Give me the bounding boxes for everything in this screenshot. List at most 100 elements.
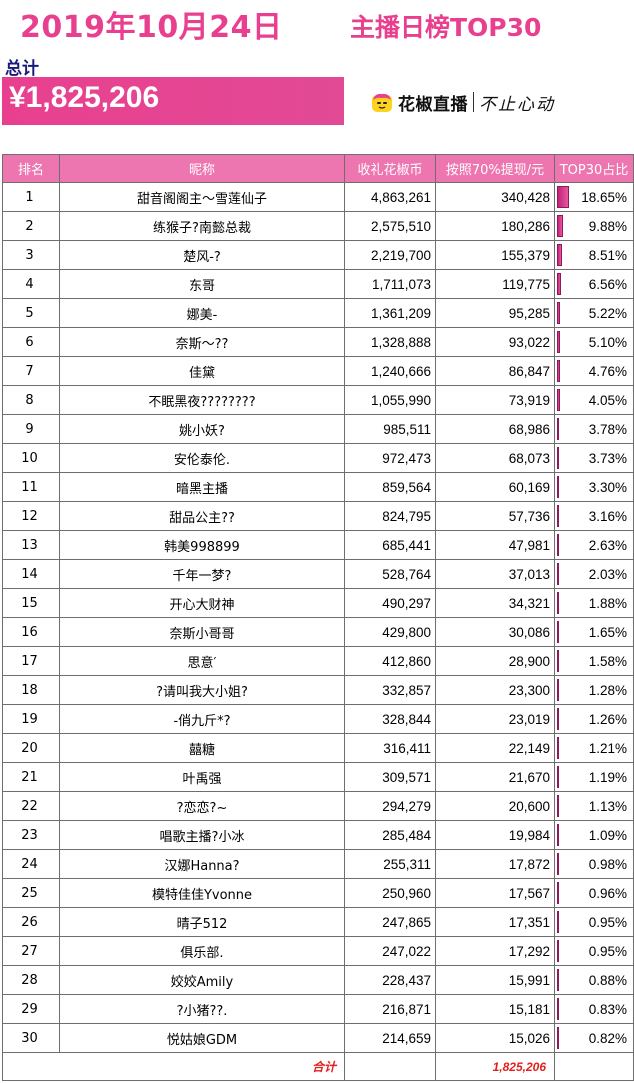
cell-coins: 528,764	[344, 559, 436, 589]
column-header-cash: 按照70%提现/元	[435, 154, 555, 183]
table-body: 1 甜音阁阁主～雪莲仙子 4,863,261 340,428 18.65% 2 练猴子?南懿…	[2, 182, 634, 1053]
cell-nickname: 开心大财神	[59, 588, 345, 618]
cell-nickname: 东哥	[59, 269, 345, 299]
cell-rank: 15	[2, 588, 60, 618]
page-subtitle: 主播日榜TOP30	[350, 13, 542, 42]
cell-nickname: 叶禹强	[59, 762, 345, 792]
cell-rank: 25	[2, 878, 60, 908]
table-row: 24 汉娜Hanna? 255,311 17,872 0.98%	[2, 849, 634, 879]
cell-nickname: 安伦泰伦.	[59, 443, 345, 473]
cell-share: 1.88%	[554, 588, 634, 618]
cell-cash: 180,286	[435, 211, 555, 241]
cell-cash: 15,026	[435, 1023, 555, 1053]
share-bar	[557, 795, 559, 817]
cell-rank: 30	[2, 1023, 60, 1053]
cell-cash: 17,567	[435, 878, 555, 908]
cell-share: 2.03%	[554, 559, 634, 589]
table-row: 17 思意′ 412,860 28,900 1.58%	[2, 646, 634, 676]
share-bar	[557, 940, 559, 962]
cell-nickname: 奈斯～??	[59, 327, 345, 357]
table-row: 29 ?小猪??. 216,871 15,181 0.83%	[2, 994, 634, 1024]
cell-share: 1.19%	[554, 762, 634, 792]
share-text: 1.21%	[588, 740, 627, 756]
share-text: 0.95%	[588, 914, 627, 930]
cell-rank: 27	[2, 936, 60, 966]
table-total-row: 合计 1,825,206	[2, 1052, 634, 1081]
cell-cash: 17,872	[435, 849, 555, 879]
cell-rank: 13	[2, 530, 60, 560]
share-text: 1.28%	[588, 682, 627, 698]
cell-cash: 93,022	[435, 327, 555, 357]
cell-rank: 20	[2, 733, 60, 763]
cell-share: 5.22%	[554, 298, 634, 328]
share-bar	[557, 650, 559, 672]
cell-nickname: 汉娜Hanna?	[59, 849, 345, 879]
cell-rank: 22	[2, 791, 60, 821]
cell-cash: 20,600	[435, 791, 555, 821]
cell-share: 3.78%	[554, 414, 634, 444]
cell-coins: 316,411	[344, 733, 436, 763]
table-row: 26 晴子512 247,865 17,351 0.95%	[2, 907, 634, 937]
share-text: 1.19%	[588, 769, 627, 785]
share-text: 2.63%	[588, 537, 627, 553]
brand-lockup: 花椒直播 不止心动	[371, 88, 555, 116]
share-bar	[557, 679, 559, 701]
cell-share: 1.26%	[554, 704, 634, 734]
cell-cash: 15,991	[435, 965, 555, 995]
table-row: 2 练猴子?南懿总裁 2,575,510 180,286 9.88%	[2, 211, 634, 241]
cell-share: 9.88%	[554, 211, 634, 241]
share-text: 3.30%	[588, 479, 627, 495]
cell-coins: 859,564	[344, 472, 436, 502]
cell-nickname: 甜品公主??	[59, 501, 345, 531]
cell-share: 1.58%	[554, 646, 634, 676]
total-value: ¥1,825,206	[9, 81, 160, 114]
cell-coins: 332,857	[344, 675, 436, 705]
cell-rank: 16	[2, 617, 60, 647]
page-title-date: 2019年10月24日	[20, 10, 283, 45]
cell-share: 0.82%	[554, 1023, 634, 1053]
table-total-value: 1,825,206	[435, 1052, 555, 1081]
total-label: 总计	[5, 59, 39, 79]
cell-nickname: 暗黑主播	[59, 472, 345, 502]
cell-nickname: -俏九斤*?	[59, 704, 345, 734]
table-row: 20 囍糖 316,411 22,149 1.21%	[2, 733, 634, 763]
cell-nickname: 囍糖	[59, 733, 345, 763]
cell-nickname: 佳黛	[59, 356, 345, 386]
cell-coins: 972,473	[344, 443, 436, 473]
cell-coins: 309,571	[344, 762, 436, 792]
cell-cash: 30,086	[435, 617, 555, 647]
cell-cash: 22,149	[435, 733, 555, 763]
cell-nickname: 练猴子?南懿总裁	[59, 211, 345, 241]
cell-share: 1.65%	[554, 617, 634, 647]
cell-coins: 824,795	[344, 501, 436, 531]
cell-nickname: 不眠黑夜????????	[59, 385, 345, 415]
cell-share: 0.98%	[554, 849, 634, 879]
cell-coins: 2,219,700	[344, 240, 436, 270]
table-total-label: 合计	[2, 1052, 345, 1081]
table-total-empty-share	[554, 1052, 634, 1081]
cell-share: 4.76%	[554, 356, 634, 386]
cell-share: 0.95%	[554, 907, 634, 937]
total-banner: ¥1,825,206	[2, 77, 344, 125]
cell-coins: 2,575,510	[344, 211, 436, 241]
table-row: 12 甜品公主?? 824,795 57,736 3.16%	[2, 501, 634, 531]
cell-rank: 12	[2, 501, 60, 531]
cell-coins: 1,055,990	[344, 385, 436, 415]
table-row: 27 俱乐部. 247,022 17,292 0.95%	[2, 936, 634, 966]
cell-coins: 429,800	[344, 617, 436, 647]
cell-nickname: 甜音阁阁主～雪莲仙子	[59, 182, 345, 212]
share-bar	[557, 911, 559, 933]
cell-coins: 985,511	[344, 414, 436, 444]
cell-nickname: 晴子512	[59, 907, 345, 937]
cell-cash: 28,900	[435, 646, 555, 676]
cell-cash: 37,013	[435, 559, 555, 589]
share-text: 9.88%	[588, 218, 627, 234]
share-text: 8.51%	[588, 247, 627, 263]
table-row: 9 姚小妖? 985,511 68,986 3.78%	[2, 414, 634, 444]
cell-cash: 155,379	[435, 240, 555, 270]
cell-nickname: 娜美-	[59, 298, 345, 328]
ranking-table: 排名 昵称 收礼花椒币 按照70%提现/元 TOP30占比 1 甜音阁阁主～雪莲仙…	[2, 154, 634, 1081]
share-bar	[557, 302, 560, 324]
cell-nickname: 姣姣Amily	[59, 965, 345, 995]
cell-rank: 18	[2, 675, 60, 705]
